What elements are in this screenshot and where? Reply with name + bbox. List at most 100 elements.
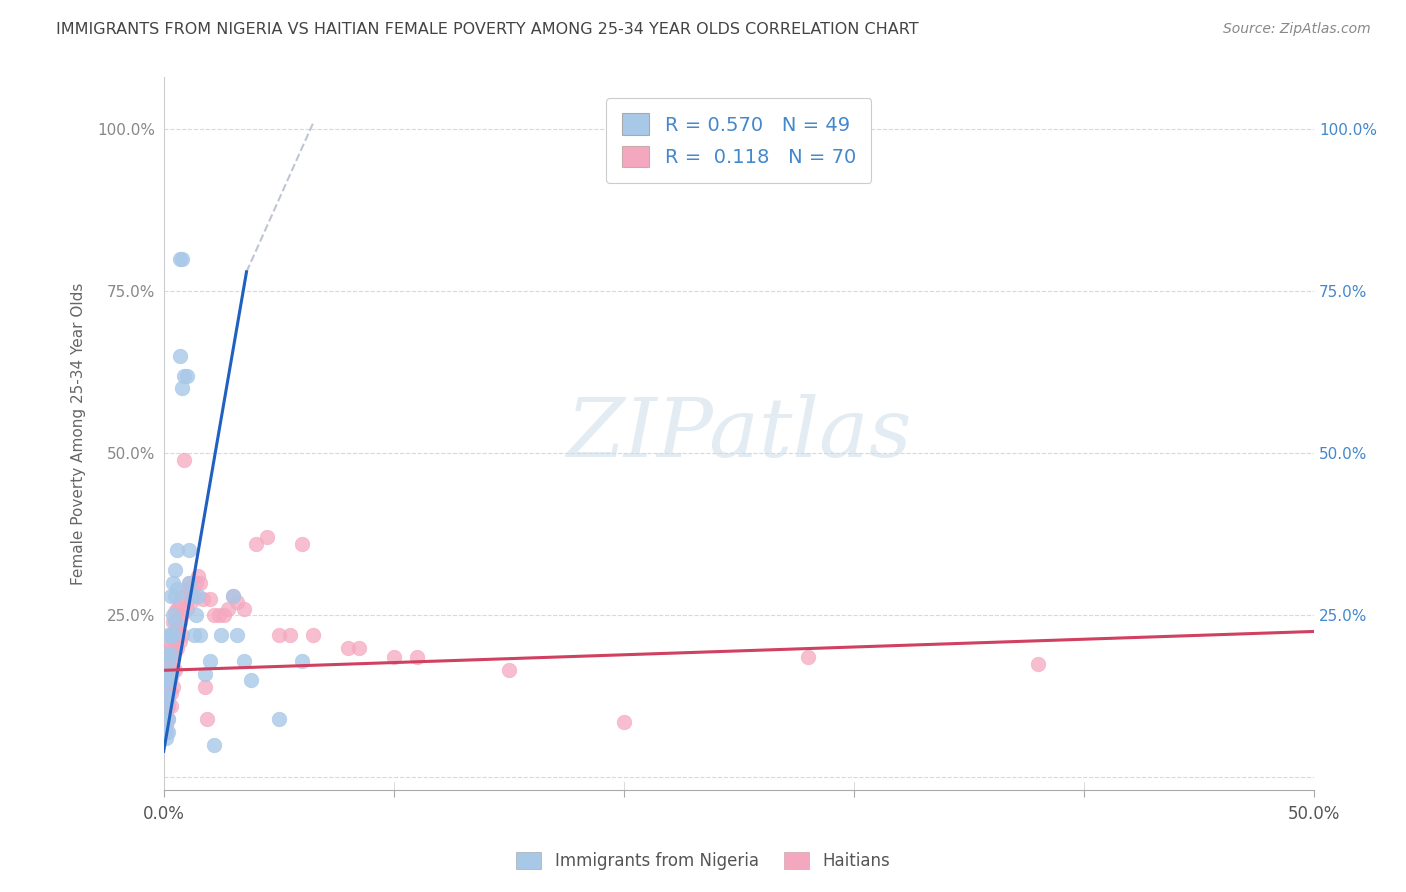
Point <box>194 680 217 694</box>
Point <box>209 628 232 642</box>
Point <box>157 673 180 687</box>
Point <box>498 663 520 677</box>
Point <box>291 537 314 551</box>
Point <box>157 657 180 671</box>
Point <box>162 615 184 629</box>
Legend: R = 0.570   N = 49, R =  0.118   N = 70: R = 0.570 N = 49, R = 0.118 N = 70 <box>606 98 872 183</box>
Point <box>245 537 267 551</box>
Point <box>157 670 180 684</box>
Point <box>165 615 187 629</box>
Point <box>183 628 205 642</box>
Text: ZIPatlas: ZIPatlas <box>567 394 911 474</box>
Point <box>159 589 181 603</box>
Point <box>162 608 184 623</box>
Text: Source: ZipAtlas.com: Source: ZipAtlas.com <box>1223 22 1371 37</box>
Point <box>613 715 636 730</box>
Y-axis label: Female Poverty Among 25-34 Year Olds: Female Poverty Among 25-34 Year Olds <box>72 283 86 585</box>
Point <box>162 647 184 661</box>
Point <box>159 698 181 713</box>
Point <box>155 718 177 732</box>
Point <box>157 654 180 668</box>
Point <box>155 686 177 700</box>
Point <box>172 589 194 603</box>
Point <box>212 608 235 623</box>
Point <box>208 608 231 623</box>
Point <box>240 673 263 687</box>
Point <box>155 706 177 720</box>
Point <box>159 647 181 661</box>
Point <box>165 589 187 603</box>
Point <box>165 563 187 577</box>
Point <box>162 680 184 694</box>
Point <box>166 621 188 635</box>
Point <box>162 575 184 590</box>
Point <box>173 452 195 467</box>
Point <box>165 644 187 658</box>
Point <box>169 634 191 648</box>
Point <box>155 680 177 694</box>
Point <box>157 692 180 706</box>
Point <box>302 628 325 642</box>
Point <box>159 657 181 671</box>
Point <box>155 673 177 687</box>
Point <box>233 601 256 615</box>
Legend: Immigrants from Nigeria, Haitians: Immigrants from Nigeria, Haitians <box>509 845 897 877</box>
Point <box>191 592 214 607</box>
Point <box>155 698 177 713</box>
Point <box>180 589 202 603</box>
Point <box>166 543 188 558</box>
Point <box>159 628 181 642</box>
Point <box>349 640 371 655</box>
Point <box>155 657 177 671</box>
Point <box>159 670 181 684</box>
Point <box>157 724 180 739</box>
Point <box>155 647 177 661</box>
Point <box>157 628 180 642</box>
Point <box>190 628 212 642</box>
Point <box>222 589 245 603</box>
Point <box>217 601 239 615</box>
Point <box>162 628 184 642</box>
Point <box>184 608 207 623</box>
Point <box>155 666 177 681</box>
Point <box>382 650 405 665</box>
Point <box>162 663 184 677</box>
Point <box>184 575 207 590</box>
Point <box>197 712 219 726</box>
Point <box>159 686 181 700</box>
Point <box>177 543 200 558</box>
Point <box>194 666 217 681</box>
Point <box>172 608 194 623</box>
Point <box>797 650 820 665</box>
Point <box>166 601 188 615</box>
Point <box>172 628 194 642</box>
Point <box>172 252 194 266</box>
Point <box>176 601 198 615</box>
Point <box>202 608 225 623</box>
Text: IMMIGRANTS FROM NIGERIA VS HAITIAN FEMALE POVERTY AMONG 25-34 YEAR OLDS CORRELAT: IMMIGRANTS FROM NIGERIA VS HAITIAN FEMAL… <box>56 22 920 37</box>
Point <box>169 615 191 629</box>
Point <box>165 624 187 639</box>
Point <box>1026 657 1049 671</box>
Point <box>169 595 191 609</box>
Point <box>155 666 177 681</box>
Point <box>256 531 278 545</box>
Point <box>187 589 209 603</box>
Point <box>157 712 180 726</box>
Point <box>159 666 181 681</box>
Point <box>198 592 221 607</box>
Point <box>176 368 198 383</box>
Point <box>291 654 314 668</box>
Point <box>177 575 200 590</box>
Point <box>187 569 209 583</box>
Point <box>159 640 181 655</box>
Point <box>278 628 301 642</box>
Point <box>157 640 180 655</box>
Point <box>165 663 187 677</box>
Point <box>155 724 177 739</box>
Point <box>162 631 184 645</box>
Point <box>233 654 256 668</box>
Point <box>155 712 177 726</box>
Point <box>202 738 225 752</box>
Point <box>172 381 194 395</box>
